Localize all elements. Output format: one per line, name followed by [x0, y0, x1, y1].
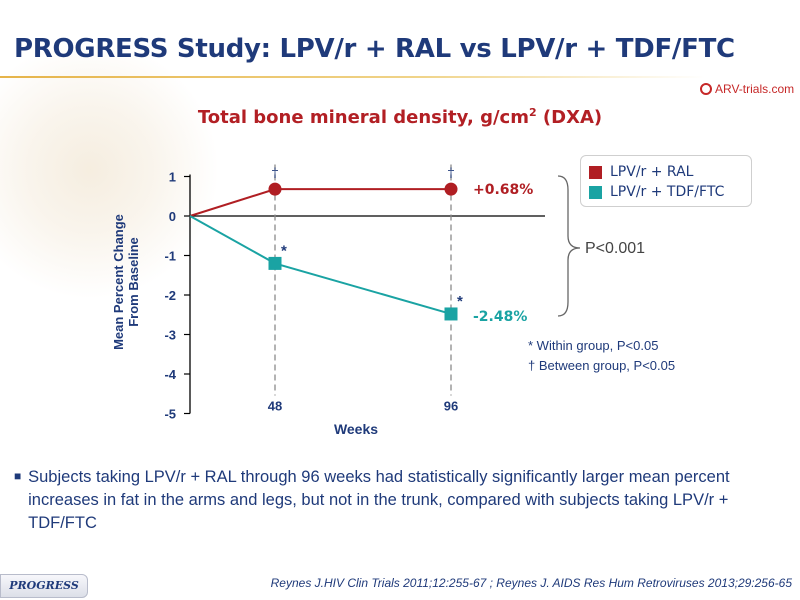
- footnote-within-group: * Within group, P<0.05: [528, 338, 659, 353]
- y-tick-label: -2: [164, 288, 176, 303]
- y-tick-label: -4: [164, 367, 176, 382]
- bullet-text: Subjects taking LPV/r + RAL through 96 w…: [28, 468, 730, 532]
- chart-title-tail: (DXA): [536, 107, 603, 128]
- legend-label-ral: LPV/r + RAL: [610, 164, 694, 180]
- title-underline: [0, 76, 705, 78]
- series-line-tdf: [189, 215, 452, 315]
- legend-swatch-tdf: [589, 185, 602, 199]
- chart-title-main: Total bone mineral density, g/cm: [197, 107, 529, 128]
- logo-text: ARV-trials.com: [715, 82, 795, 96]
- between-group-dagger: †: [272, 166, 279, 181]
- page-title: PROGRESS Study: LPV/r + RAL vs LPV/r + T…: [14, 34, 735, 64]
- y-tick-label: -3: [164, 328, 176, 343]
- chart-title: Total bone mineral density, g/cm2 (DXA): [0, 106, 800, 128]
- x-tick-label: 48: [268, 399, 282, 414]
- p-value-bracket: [557, 175, 581, 317]
- study-badge: PROGRESS: [0, 574, 88, 598]
- background-decoration: [0, 40, 220, 300]
- footnote-between-group: † Between group, P<0.05: [528, 358, 676, 373]
- end-value-label-ral: +0.68%: [473, 182, 533, 198]
- within-group-star: *: [457, 293, 463, 310]
- between-group-dagger: †: [448, 166, 455, 181]
- footnotes: * Within group, P<0.05 † Between group, …: [528, 336, 675, 376]
- y-axis-label-line: Mean Percent Change: [111, 214, 126, 350]
- p-value-label: P<0.001: [585, 240, 646, 257]
- site-logo: ARV-trials.com: [700, 79, 794, 99]
- y-axis-label-line: From Baseline: [126, 237, 141, 327]
- bullet-icon: ■: [14, 469, 22, 483]
- within-group-star: *: [281, 242, 287, 259]
- legend-swatch-ral: [589, 165, 602, 179]
- y-tick-label: -5: [164, 407, 176, 422]
- legend-item-tdf: LPV/r + TDF/FTC: [589, 182, 743, 202]
- x-axis-label: Weeks: [334, 421, 378, 437]
- legend-label-tdf: LPV/r + TDF/FTC: [610, 184, 725, 200]
- x-tick-label: 96: [444, 399, 458, 414]
- chart-title-superscript: 2: [528, 106, 537, 119]
- y-tick-label: 1: [169, 170, 176, 185]
- legend: LPV/r + RAL LPV/r + TDF/FTC: [580, 155, 752, 207]
- reference-citation: Reynes J.HIV Clin Trials 2011;12:255-67 …: [270, 576, 792, 590]
- series-line-ral: [189, 188, 451, 217]
- data-point-tdf: [268, 256, 282, 270]
- legend-item-ral: LPV/r + RAL: [589, 162, 743, 182]
- y-tick-label: -1: [164, 249, 176, 264]
- bullet-point: ■ Subjects taking LPV/r + RAL through 96…: [14, 466, 774, 535]
- data-point-ral: [444, 182, 458, 196]
- data-point-tdf: [444, 307, 458, 321]
- y-axis-label: Mean Percent ChangeFrom Baseline: [111, 214, 141, 350]
- y-tick-label: 0: [169, 209, 176, 224]
- data-point-ral: [268, 182, 282, 196]
- end-value-label-tdf: -2.48%: [473, 309, 527, 325]
- logo-icon: [700, 83, 712, 95]
